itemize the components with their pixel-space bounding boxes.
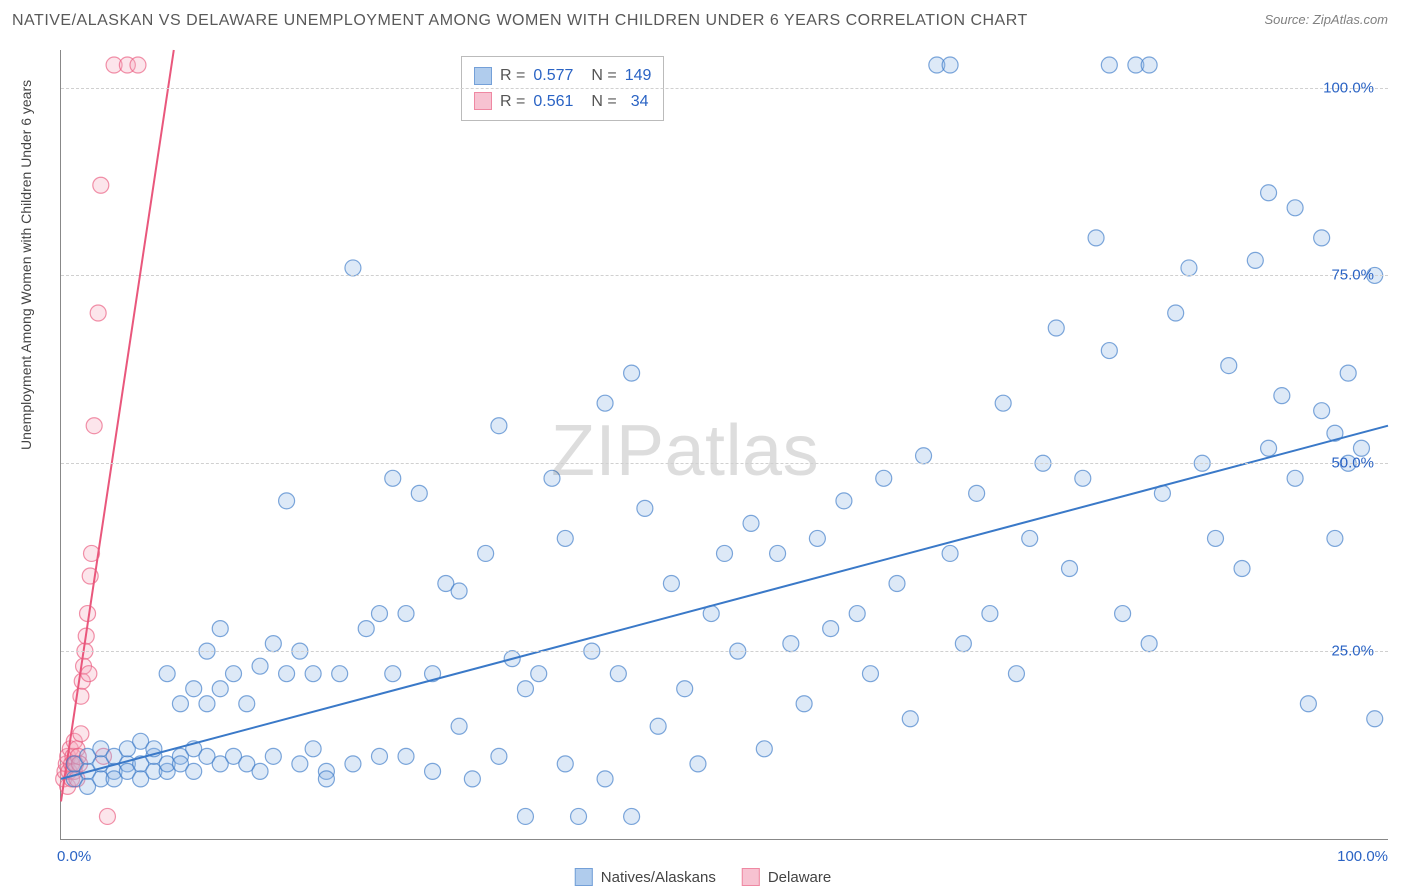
gridline	[61, 651, 1388, 652]
stat-value-n-natives: 149	[625, 63, 652, 89]
chart-container: NATIVE/ALASKAN VS DELAWARE UNEMPLOYMENT …	[0, 0, 1406, 892]
watermark-bold: ZIP	[551, 411, 665, 491]
swatch-delaware	[742, 868, 760, 886]
legend-item-delaware: Delaware	[742, 868, 831, 886]
swatch-delaware	[474, 92, 492, 110]
bottom-legend: Natives/Alaskans Delaware	[575, 868, 831, 886]
stat-label-r: R =	[500, 89, 525, 115]
xtick-left: 0.0%	[57, 848, 91, 865]
stat-value-r-natives: 0.577	[533, 63, 573, 89]
swatch-natives	[474, 67, 492, 85]
stat-label-n: N =	[591, 63, 616, 89]
swatch-natives	[575, 868, 593, 886]
xtick-right: 100.0%	[1337, 848, 1388, 865]
gridline	[61, 88, 1388, 89]
ytick-label: 50.0%	[1331, 455, 1374, 472]
ytick-label: 25.0%	[1331, 643, 1374, 660]
stats-row-delaware: R = 0.561 N = 34	[474, 89, 651, 115]
stats-row-natives: R = 0.577 N = 149	[474, 63, 651, 89]
gridline	[61, 275, 1388, 276]
legend-label-delaware: Delaware	[768, 869, 831, 886]
stat-label-n: N =	[591, 89, 616, 115]
stat-label-r: R =	[500, 63, 525, 89]
stats-legend-box: R = 0.577 N = 149 R = 0.561 N = 34	[461, 56, 664, 121]
ytick-label: 75.0%	[1331, 267, 1374, 284]
legend-item-natives: Natives/Alaskans	[575, 868, 716, 886]
watermark-thin: atlas	[665, 411, 820, 491]
legend-label-natives: Natives/Alaskans	[601, 869, 716, 886]
chart-svg	[61, 50, 1388, 839]
ytick-label: 100.0%	[1323, 79, 1374, 96]
source-attribution: Source: ZipAtlas.com	[1264, 12, 1388, 27]
chart-title: NATIVE/ALASKAN VS DELAWARE UNEMPLOYMENT …	[12, 12, 1028, 30]
stat-value-n-delaware: 34	[631, 89, 649, 115]
y-axis-label: Unemployment Among Women with Children U…	[18, 80, 34, 450]
gridline	[61, 463, 1388, 464]
watermark: ZIPatlas	[551, 410, 819, 492]
stat-value-r-delaware: 0.561	[533, 89, 573, 115]
plot-area: ZIPatlas R = 0.577 N = 149 R = 0.561 N =…	[60, 50, 1388, 840]
